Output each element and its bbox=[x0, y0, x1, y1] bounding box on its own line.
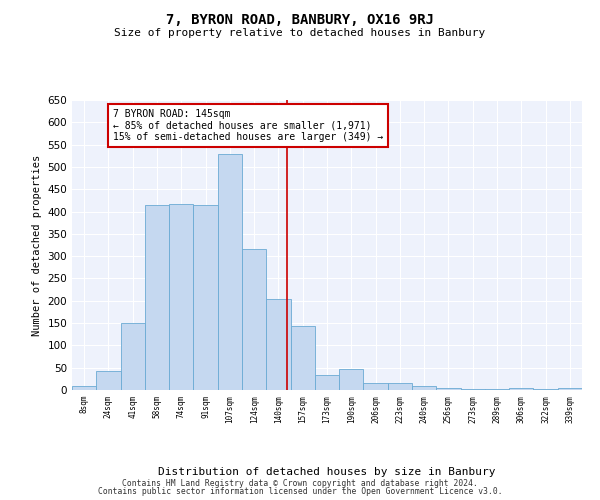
Bar bbox=[533, 389, 558, 390]
Bar bbox=[242, 250, 266, 390]
Text: 7 BYRON ROAD: 145sqm
← 85% of detached houses are smaller (1,971)
15% of semi-de: 7 BYRON ROAD: 145sqm ← 85% of detached h… bbox=[113, 108, 383, 142]
Text: Contains public sector information licensed under the Open Government Licence v3: Contains public sector information licen… bbox=[98, 487, 502, 496]
Bar bbox=[364, 384, 388, 390]
Bar bbox=[558, 388, 582, 390]
Bar bbox=[145, 205, 169, 390]
Bar bbox=[193, 205, 218, 390]
Bar bbox=[315, 376, 339, 390]
Text: Size of property relative to detached houses in Banbury: Size of property relative to detached ho… bbox=[115, 28, 485, 38]
Bar bbox=[485, 389, 509, 390]
Bar bbox=[436, 388, 461, 390]
Bar bbox=[412, 386, 436, 390]
Bar bbox=[290, 326, 315, 390]
Bar bbox=[266, 298, 290, 390]
Text: 7, BYRON ROAD, BANBURY, OX16 9RJ: 7, BYRON ROAD, BANBURY, OX16 9RJ bbox=[166, 12, 434, 26]
X-axis label: Distribution of detached houses by size in Banbury: Distribution of detached houses by size … bbox=[158, 467, 496, 477]
Bar bbox=[218, 154, 242, 390]
Text: Contains HM Land Registry data © Crown copyright and database right 2024.: Contains HM Land Registry data © Crown c… bbox=[122, 478, 478, 488]
Bar bbox=[96, 371, 121, 390]
Bar bbox=[388, 384, 412, 390]
Bar bbox=[72, 386, 96, 390]
Bar bbox=[121, 323, 145, 390]
Y-axis label: Number of detached properties: Number of detached properties bbox=[32, 154, 42, 336]
Bar bbox=[169, 204, 193, 390]
Bar bbox=[461, 389, 485, 390]
Bar bbox=[509, 388, 533, 390]
Bar bbox=[339, 368, 364, 390]
